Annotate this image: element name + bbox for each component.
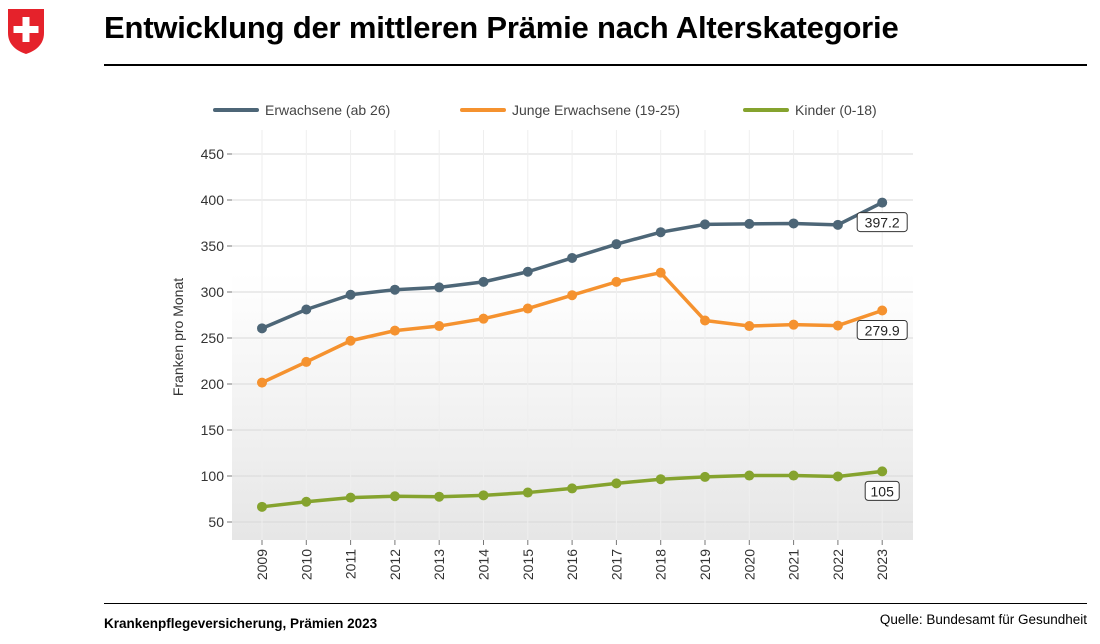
data-point-junge-erwachsene: [744, 321, 755, 332]
legend-item-junge-erwachsene: Junge Erwachsene (19-25): [460, 98, 680, 122]
data-point-junge-erwachsene: [567, 290, 578, 301]
x-tick-label: 2009: [254, 549, 270, 580]
data-point-erwachsene: [522, 266, 533, 277]
data-point-kinder: [877, 466, 888, 477]
data-point-junge-erwachsene: [301, 356, 312, 367]
data-point-erwachsene: [788, 218, 799, 229]
data-point-erwachsene: [345, 289, 356, 300]
y-tick-label: 250: [201, 330, 225, 346]
end-value-label-junge-erwachsene: 279.9: [856, 319, 908, 340]
data-point-junge-erwachsene: [611, 276, 622, 287]
data-point-kinder: [700, 471, 710, 482]
chart-legend: Erwachsene (ab 26) Junge Erwachsene (19-…: [0, 98, 1100, 122]
footer-publication: Krankenpflegeversicherung, Prämien 2023: [104, 616, 378, 631]
data-point-erwachsene: [877, 197, 888, 208]
end-value-text: 397.2: [865, 215, 900, 231]
data-point-junge-erwachsene: [389, 325, 400, 336]
y-tick-label: 400: [201, 192, 225, 208]
legend-label-erwachsene: Erwachsene (ab 26): [265, 102, 391, 118]
x-tick-label: 2014: [476, 549, 492, 580]
data-point-kinder: [345, 492, 356, 503]
legend-item-kinder: Kinder (0-18): [743, 98, 877, 122]
data-point-kinder: [655, 474, 666, 485]
y-axis-title: Franken pro Monat: [170, 277, 186, 397]
y-tick-label: 100: [201, 468, 225, 484]
data-point-erwachsene: [478, 276, 489, 287]
data-point-junge-erwachsene: [700, 315, 710, 326]
y-tick-label: 150: [201, 422, 225, 438]
data-point-junge-erwachsene: [345, 335, 356, 346]
x-tick-label: 2023: [874, 549, 890, 580]
end-value-label-erwachsene: 397.2: [856, 212, 908, 233]
data-point-junge-erwachsene: [655, 267, 666, 278]
data-point-kinder: [478, 490, 489, 501]
data-point-kinder: [567, 483, 578, 494]
page-title: Entwicklung der mittleren Prämie nach Al…: [104, 10, 899, 45]
data-point-junge-erwachsene: [434, 321, 445, 332]
data-point-kinder: [434, 491, 445, 502]
data-point-kinder: [522, 487, 533, 498]
x-tick-label: 2018: [653, 549, 669, 580]
data-point-kinder: [301, 496, 312, 507]
data-point-kinder: [832, 471, 843, 482]
data-point-kinder: [744, 470, 755, 481]
legend-swatch-junge-erwachsene: [460, 108, 506, 112]
data-point-erwachsene: [700, 219, 710, 230]
footer-source: Quelle: Bundesamt für Gesundheit: [879, 612, 1087, 627]
legend-swatch-kinder: [743, 108, 789, 112]
x-tick-label: 2017: [608, 549, 624, 580]
legend-item-erwachsene: Erwachsene (ab 26): [213, 98, 390, 122]
data-point-erwachsene: [655, 227, 666, 238]
x-tick-label: 2020: [741, 549, 757, 580]
x-tick-label: 2015: [520, 549, 536, 580]
y-tick-label: 350: [201, 238, 225, 254]
data-point-junge-erwachsene: [478, 313, 489, 324]
data-point-erwachsene: [257, 323, 267, 334]
x-tick-label: 2019: [697, 549, 713, 580]
y-tick-label: 200: [201, 376, 225, 392]
data-point-junge-erwachsene: [832, 320, 843, 331]
data-point-junge-erwachsene: [877, 305, 888, 316]
end-value-label-kinder: 105: [864, 480, 900, 501]
x-tick-label: 2016: [564, 549, 580, 580]
y-tick-label: 300: [201, 284, 225, 300]
legend-swatch-erwachsene: [213, 108, 259, 112]
x-tick-label: 2022: [830, 549, 846, 580]
end-value-text: 279.9: [865, 322, 900, 338]
data-point-erwachsene: [567, 252, 578, 263]
end-value-box: [856, 319, 908, 340]
end-value-box: [856, 212, 908, 233]
x-tick-label: 2011: [343, 549, 359, 579]
x-tick-label: 2021: [786, 549, 802, 580]
data-point-junge-erwachsene: [257, 377, 267, 388]
data-point-erwachsene: [744, 218, 755, 229]
data-point-kinder: [389, 491, 400, 502]
title-divider: [104, 64, 1087, 66]
y-tick-label: 50: [208, 514, 224, 530]
end-value-box: [864, 480, 900, 501]
legend-label-junge-erwachsene: Junge Erwachsene (19-25): [512, 102, 681, 118]
swiss-coat-of-arms-logo: [8, 9, 44, 54]
data-point-junge-erwachsene: [788, 319, 799, 330]
footer-divider: [104, 603, 1087, 604]
data-point-junge-erwachsene: [522, 303, 533, 314]
data-point-kinder: [788, 470, 799, 481]
data-point-erwachsene: [611, 239, 622, 250]
legend-label-kinder: Kinder (0-18): [795, 102, 877, 118]
data-point-erwachsene: [389, 284, 400, 295]
y-tick-label: 450: [201, 146, 225, 162]
end-value-text: 105: [871, 483, 895, 499]
x-tick-label: 2010: [298, 549, 314, 580]
x-tick-label: 2012: [387, 549, 403, 580]
data-point-kinder: [257, 501, 267, 512]
data-point-kinder: [611, 478, 622, 489]
data-point-erwachsene: [434, 282, 445, 293]
data-point-erwachsene: [832, 219, 843, 230]
data-point-erwachsene: [301, 304, 312, 315]
x-tick-label: 2013: [431, 549, 447, 580]
